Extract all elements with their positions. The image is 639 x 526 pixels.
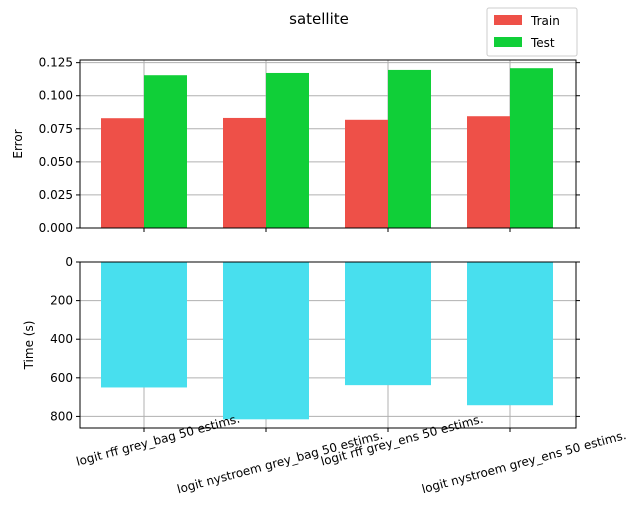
bar-train (467, 116, 510, 228)
bottom-y-tick-label: 400 (50, 332, 73, 346)
bar-time (223, 262, 309, 420)
top-y-tick-label: 0.125 (39, 56, 73, 70)
top-y-tick-label: 0.075 (39, 122, 73, 136)
bar-test (510, 68, 553, 229)
legend: Train Test (486, 7, 578, 57)
bar-test (266, 72, 309, 229)
bar-train (345, 119, 388, 228)
bar-time (467, 262, 553, 406)
x-tick-label: logit rff grey_bag 50 estims. (75, 412, 242, 469)
bottom-y-tick-label: 800 (50, 409, 73, 423)
top-y-tick-label: 0.025 (39, 188, 73, 202)
top-y-tick-label: 0.050 (39, 155, 73, 169)
bottom-y-tick-label: 200 (50, 294, 73, 308)
x-tick-labels: logit rff grey_bag 50 estims.logit nystr… (75, 412, 628, 497)
bottom-y-tick-label: 600 (50, 371, 73, 385)
legend-label-train: Train (530, 14, 560, 28)
bar-test (144, 75, 187, 228)
top-y-tick-label: 0.000 (39, 221, 73, 235)
bottom-y-ticks: 0 200 400 600 800 (50, 255, 580, 432)
bar-time (345, 262, 431, 386)
bar-train (223, 117, 266, 228)
bottom-y-axis-label: Time (s) (22, 321, 36, 371)
top-y-tick-label: 0.100 (39, 89, 73, 103)
bar-test (388, 69, 431, 228)
x-tick-label: logit nystroem grey_ens 50 estims. (420, 428, 627, 496)
legend-swatch-train (494, 15, 522, 25)
chart-title: satellite (289, 10, 349, 28)
x-tick-label: logit nystroem grey_bag 50 estims. (176, 428, 385, 496)
bottom-y-tick-label: 0 (65, 255, 73, 269)
top-bars (101, 68, 553, 229)
bar-time (101, 262, 187, 388)
bottom-bars (101, 262, 553, 420)
top-y-axis-label: Error (11, 129, 25, 158)
legend-label-test: Test (530, 36, 555, 50)
top-axes-frame (79, 59, 577, 229)
legend-swatch-test (494, 37, 522, 47)
top-y-ticks: 0.000 0.025 0.050 0.075 0.100 0.125 (39, 56, 580, 235)
bottom-axes-frame (79, 261, 577, 429)
bar-train (101, 118, 144, 228)
